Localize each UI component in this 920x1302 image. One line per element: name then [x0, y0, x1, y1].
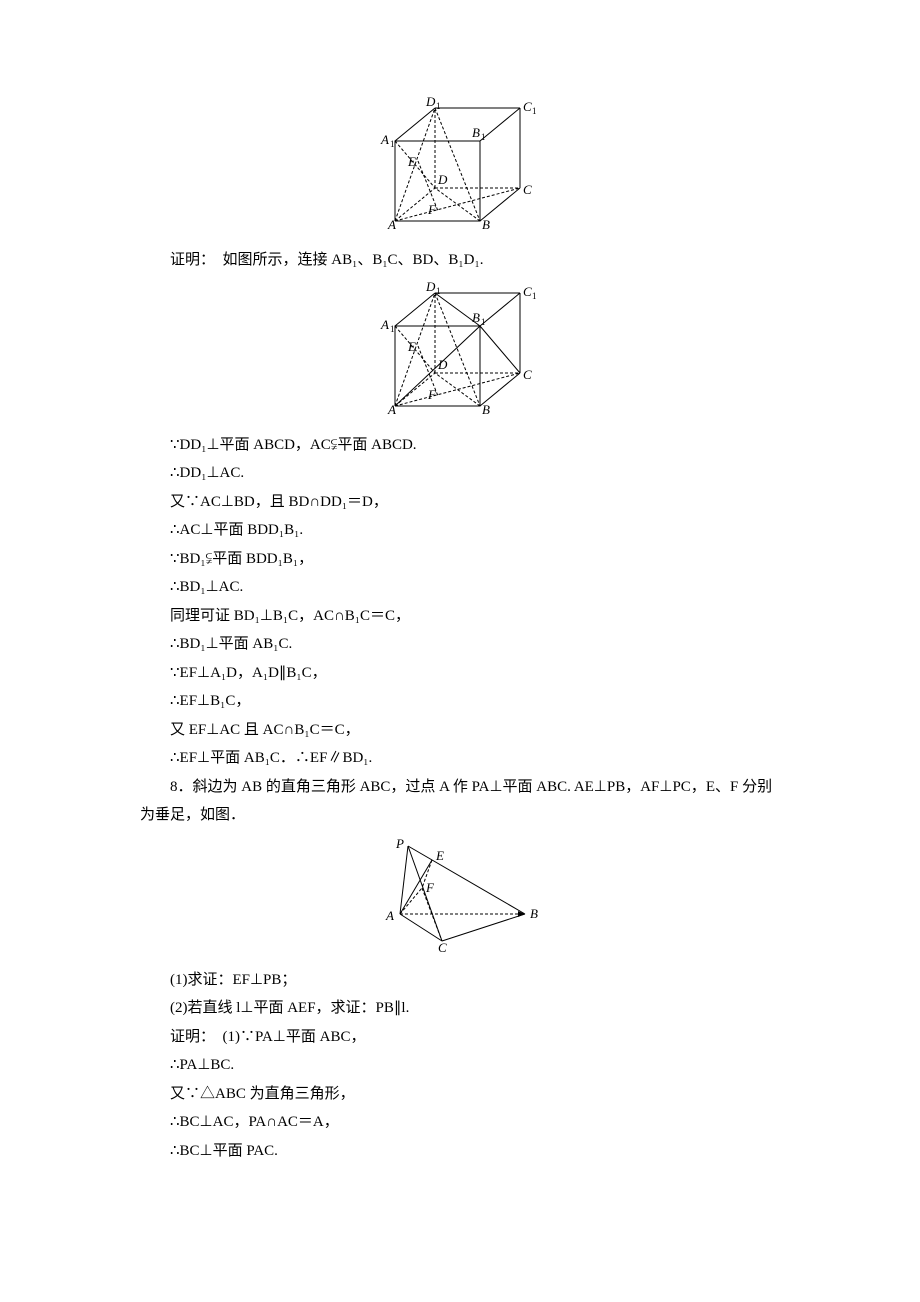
proof8-line: ∴PA⊥BC.	[140, 1051, 780, 1080]
proof7-line: ∴AC⊥平面 BDD₁B₁.	[140, 516, 780, 545]
proof8-line: 又∵△ABC 为直角三角形，	[140, 1080, 780, 1109]
svg-text:A: A	[380, 317, 389, 332]
proof-intro: 证明： 如图所示，连接 AB₁、B₁C、BD、B₁D₁.	[140, 246, 780, 275]
svg-text:D: D	[437, 172, 448, 187]
svg-text:B: B	[472, 310, 480, 325]
proof8-line: ∴BC⊥平面 PAC.	[140, 1137, 780, 1166]
proof7-line: ∴EF⊥B₁C，	[140, 687, 780, 716]
proof7-line: ∴DD₁⊥AC.	[140, 459, 780, 488]
svg-text:1: 1	[532, 291, 537, 301]
svg-text:C: C	[523, 99, 532, 114]
svg-text:E: E	[435, 848, 444, 863]
svg-text:D: D	[425, 281, 436, 294]
svg-text:A: A	[385, 908, 394, 923]
svg-text:A: A	[387, 217, 396, 232]
svg-text:B: B	[472, 125, 480, 140]
proof7-line: ∴EF⊥平面 AB₁C．∴EF∥BD₁.	[140, 744, 780, 773]
svg-text:P: P	[395, 836, 404, 851]
svg-text:1: 1	[390, 324, 395, 334]
proof7-line: ∵BD₁⫋平面 BDD₁B₁，	[140, 545, 780, 574]
svg-text:E: E	[407, 339, 416, 354]
svg-text:1: 1	[436, 101, 441, 111]
svg-text:E: E	[407, 154, 416, 169]
svg-text:1: 1	[481, 317, 486, 327]
proof7-line: 同理可证 BD₁⊥B₁C，AC∩B₁C＝C，	[140, 602, 780, 631]
svg-text:D: D	[437, 357, 448, 372]
proof7-line: 又 EF⊥AC 且 AC∩B₁C＝C，	[140, 716, 780, 745]
proof7-line: ∴BD₁⊥平面 AB₁C.	[140, 630, 780, 659]
cube-svg-1: A B C D A1 B1 C1 D1 E F	[370, 96, 550, 236]
svg-text:B: B	[482, 217, 490, 232]
figure-cube-1: A B C D A1 B1 C1 D1 E F	[140, 96, 780, 236]
svg-text:B: B	[530, 906, 538, 921]
svg-text:C: C	[438, 940, 447, 955]
svg-text:C: C	[523, 284, 532, 299]
proof8-line: ∴BC⊥AC，PA∩AC＝A，	[140, 1108, 780, 1137]
svg-text:1: 1	[436, 286, 441, 296]
svg-text:C: C	[523, 182, 532, 197]
proof8-intro: 证明： (1)∵PA⊥平面 ABC，	[140, 1023, 780, 1052]
svg-text:C: C	[523, 367, 532, 382]
svg-text:F: F	[427, 387, 437, 402]
svg-text:B: B	[482, 402, 490, 417]
figure-cube-2: A B C D A1 B1 C1 D1 E F	[140, 281, 780, 421]
svg-text:1: 1	[390, 139, 395, 149]
svg-text:F: F	[425, 880, 435, 895]
q8-part-1: (1)求证：EF⊥PB；	[140, 966, 780, 995]
svg-text:F: F	[427, 202, 437, 217]
proof7-line: 又∵AC⊥BD，且 BD∩DD₁＝D，	[140, 488, 780, 517]
figure-pabc: P A B C E F	[140, 836, 780, 956]
proof7-line: ∴BD₁⊥AC.	[140, 573, 780, 602]
cube-svg-2: A B C D A1 B1 C1 D1 E F	[370, 281, 550, 421]
svg-text:A: A	[380, 132, 389, 147]
svg-text:1: 1	[532, 106, 537, 116]
problem-8: 8．斜边为 AB 的直角三角形 ABC，过点 A 作 PA⊥平面 ABC. AE…	[140, 773, 780, 830]
svg-text:A: A	[387, 402, 396, 417]
q8-part-2: (2)若直线 l⊥平面 AEF，求证：PB∥l.	[140, 994, 780, 1023]
proof7-line: ∵DD₁⊥平面 ABCD，AC⫋平面 ABCD.	[140, 431, 780, 460]
proof7-line: ∵EF⊥A₁D，A₁D∥B₁C，	[140, 659, 780, 688]
svg-text:D: D	[425, 96, 436, 109]
svg-text:1: 1	[481, 132, 486, 142]
pabc-svg: P A B C E F	[360, 836, 560, 956]
